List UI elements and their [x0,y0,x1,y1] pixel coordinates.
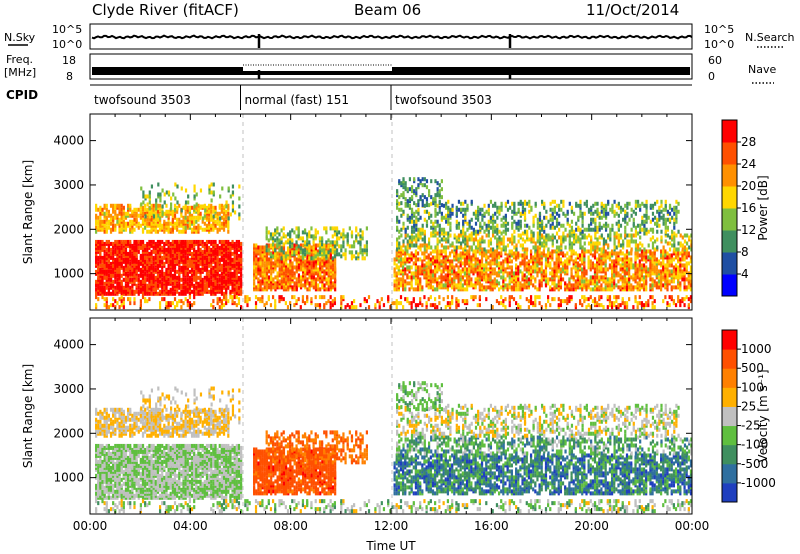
colorbar-segment [722,444,737,465]
colorbar-tick-label: 4 [741,267,749,281]
colorbar-tick-label: 20 [741,179,756,193]
y-tick-label: 2000 [53,222,84,236]
x-tick-label: 08:00 [273,519,308,533]
colorbar-tick-label: 12 [741,223,756,237]
velocity-colorbar-label: Velocity [m s⁻¹] [756,369,770,462]
freq-band-3 [392,67,690,75]
noise-right-tick-bottom: 10^0 [704,38,734,51]
noise-left-tick-bottom: 10^0 [52,38,82,51]
frequency-panel: Freq. [MHz] 18 8 60 0 Nave [4,53,776,84]
colorbar-tick-label: -500 [741,457,768,471]
colorbar-segment [722,463,737,484]
freq-tick-top: 18 [62,54,76,67]
colorbar-tick-label: 8 [741,245,749,259]
colorbar-segment [722,482,737,503]
x-tick-label: 00:00 [73,519,108,533]
freq-band-1 [92,67,243,75]
noise-panel: N.Sky 10^5 10^0 10^5 10^0 N.Search [4,23,795,51]
x-tick-label: 00:00 [675,519,710,533]
colorbar-segment [722,425,737,446]
colorbar-segment [722,330,737,350]
nave-label: Nave [748,63,776,76]
colorbar-tick-label: -25 [741,419,761,433]
freq-label-line1: Freq. [6,53,33,66]
colorbar-tick-label: 28 [741,135,756,149]
velocity-panel: 1000 2000 3000 4000 00:00 04:00 08:00 12:00 16:… [21,317,710,553]
nave-tick-bottom: 0 [708,70,715,83]
noise-series [91,34,693,40]
y-tick-label: 4000 [53,134,84,148]
colorbar-tick-label: -1000 [741,476,776,490]
station-title: Clyde River (fitACF) [92,1,239,19]
noise-right-label: N.Search [745,31,795,44]
y-tick-label: 2000 [53,426,84,440]
x-tick-label: 20:00 [574,519,609,533]
colorbar-tick-label: 24 [741,157,756,171]
colorbar-tick-label: 25 [741,399,756,413]
freq-label-line2: [MHz] [4,66,36,79]
y-tick-label: 1000 [53,471,84,485]
cpid-panel: CPID twofsound 3503 normal (fast) 151 twof… [6,84,692,110]
colorbar-segment [722,252,737,275]
colorbar-segment [722,387,737,407]
colorbar-segment [722,164,737,187]
colorbar-tick-label: 100 [741,380,764,394]
date-label: 11/Oct/2014 [586,1,679,19]
cpid-segment-label: normal (fast) 151 [245,93,349,107]
y-tick-label: 1000 [53,267,84,281]
noise-left-label: N.Sky [4,31,36,44]
velocity-ylabel: Slant Range [km] [21,364,35,468]
y-tick-label: 3000 [53,382,84,396]
beam-label: Beam 06 [354,1,421,19]
colorbar-segment [722,274,737,297]
noise-right-tick-top: 10^5 [704,23,734,36]
x-axis-label: Time UT [365,539,416,553]
colorbar-segment [722,349,737,369]
colorbar-tick-label: -100 [741,438,768,452]
y-tick-label: 4000 [53,338,84,352]
colorbar-segment [722,186,737,209]
nave-tick-top: 60 [708,54,722,67]
velocity-colorbar: Velocity [m s⁻¹] 1000 500 100 25 -25 -100 -500… [721,329,776,503]
x-tick-label: 16:00 [474,519,509,533]
power-colorbar: Power [dB] 4 8 12 16 20 24 28 [721,119,770,297]
y-tick-label: 3000 [53,178,84,192]
colorbar-segment [722,208,737,231]
colorbar-segment [722,230,737,253]
cpid-segment-label: twofsound 3503 [94,93,191,107]
colorbar-segment [722,120,737,143]
freq-band-2 [243,71,392,75]
freq-tick-bottom: 8 [66,70,73,83]
power-ylabel: Slant Range [km] [21,160,35,264]
cpid-label: CPID [6,88,38,102]
power-panel: 1000 2000 3000 4000 Slant Range [km] [21,48,693,311]
x-tick-label: 12:00 [374,519,409,533]
colorbar-segment [722,142,737,165]
cpid-segment-label: twofsound 3503 [395,93,492,107]
colorbar-segment [722,368,737,388]
power-colorbar-label: Power [dB] [756,175,770,240]
noise-left-tick-top: 10^5 [52,23,82,36]
colorbar-segment [722,406,737,427]
colorbar-tick-label: 500 [741,361,764,375]
colorbar-tick-label: 16 [741,201,756,215]
x-tick-label: 04:00 [173,519,208,533]
colorbar-tick-label: 1000 [741,342,772,356]
